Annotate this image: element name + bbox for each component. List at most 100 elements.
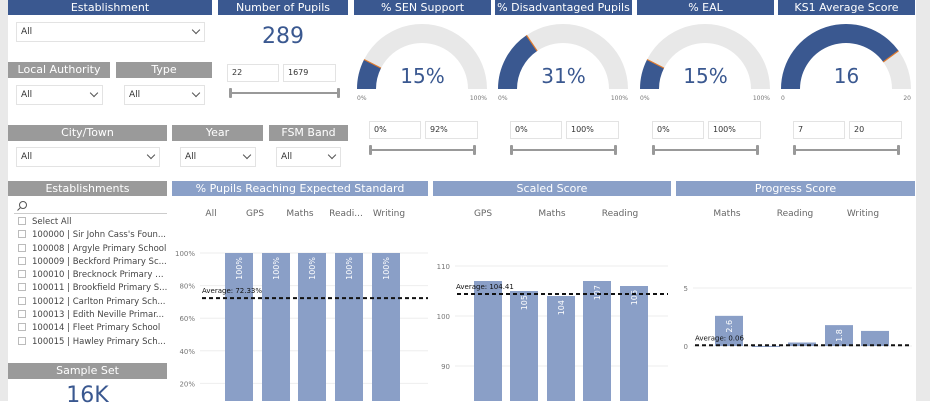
list-item[interactable]: 100000 | Sir John Cass's Foun... [18,229,168,242]
bar[interactable] [298,253,326,401]
slider-handle-max[interactable] [897,145,900,155]
range-max-input[interactable]: 100% [708,121,761,139]
checkbox[interactable] [18,256,26,265]
bar[interactable] [788,342,816,346]
year-dropdown[interactable]: All [180,147,256,167]
local-authority-header: Local Authority [8,62,110,78]
data-label: 100% [308,257,317,280]
list-item[interactable]: 100012 | Carlton Primary Sch... [18,296,168,309]
range-min-input[interactable]: 7 [793,121,845,139]
pupils-min-input[interactable]: 22 [227,64,279,82]
establishments-search-input[interactable] [14,199,167,214]
list-item[interactable]: 100013 | Edith Neville Primar... [18,309,168,322]
dropdown-value: All [129,90,141,100]
bar[interactable] [861,330,889,346]
slider-handle-max[interactable] [756,145,759,155]
checkbox[interactable] [18,323,26,332]
checkbox[interactable] [18,336,26,345]
y-tick-label: 40% [179,348,195,356]
list-item[interactable]: 100014 | Fleet Primary School [18,322,168,335]
category-tab[interactable]: Maths [538,209,566,219]
slider-handle-min[interactable] [793,145,796,155]
range-min-input[interactable]: 0% [369,121,421,139]
sample-set-header: Sample Set [8,363,167,379]
slider-handle-min[interactable] [229,88,232,98]
list-item[interactable]: Select All [18,216,168,229]
category-tab[interactable]: All [205,209,217,219]
city-dropdown[interactable]: All [16,147,160,167]
list-item[interactable]: 100015 | Hawley Primary Sch... [18,336,168,349]
range-max-input[interactable]: 100% [566,121,619,139]
bar[interactable] [372,253,400,401]
data-label: 106 [630,290,639,305]
fsm-band-dropdown[interactable]: All [276,147,341,167]
range-max-input[interactable]: 92% [425,121,478,139]
slider-handle-max[interactable] [337,88,340,98]
type-dropdown[interactable]: All [124,85,205,105]
checkbox[interactable] [18,230,26,239]
slider-handle-max[interactable] [473,145,476,155]
bar[interactable] [510,291,538,401]
slider-handle-min[interactable] [369,145,372,155]
pupils-header: Number of Pupils [218,0,348,15]
category-tab[interactable]: GPS [473,209,493,219]
category-tab[interactable]: Maths [713,209,741,219]
y-tick-label: 110 [437,263,450,271]
category-tab[interactable]: Writing [372,209,406,219]
category-tab[interactable]: GPS [245,209,265,219]
establishment-header: Establishment [8,0,212,15]
checkbox[interactable] [18,243,26,252]
pupils-range-slider[interactable] [229,88,340,98]
range-slider[interactable] [369,145,476,155]
establishments-list[interactable]: Select All 100000 | Sir John Cass's Foun.… [18,216,168,355]
list-item[interactable]: 100009 | Beckford Primary Sc... [18,256,168,269]
dropdown-value: All [21,90,33,100]
bar[interactable] [583,281,611,401]
data-label: 107 [593,285,602,300]
type-header: Type [116,62,212,78]
checkbox[interactable] [18,270,26,279]
range-slider[interactable] [652,145,759,155]
range-slider[interactable] [510,145,617,155]
bar[interactable] [547,296,575,401]
bar[interactable] [825,325,853,346]
y-tick-label: 20% [179,380,195,388]
pupils-max-input[interactable]: 1679 [283,64,336,82]
category-tab[interactable]: Reading [601,209,639,219]
right-scrollbar-area[interactable] [916,0,930,401]
checkbox[interactable] [18,217,26,225]
average-label: Average: 72.33% [202,287,262,295]
bar[interactable] [335,253,363,401]
local-authority-dropdown[interactable]: All [16,85,103,105]
list-item[interactable]: 100008 | Argyle Primary School [18,243,168,256]
gauge-header: % Disadvantaged Pupils [495,0,632,15]
list-item[interactable]: 100010 | Brecknock Primary S... [18,269,168,282]
list-item[interactable]: 100011 | Brookfield Primary S... [18,282,168,295]
bar[interactable] [225,253,253,401]
category-tab[interactable]: Maths [286,209,314,219]
search-icon [17,201,27,211]
bar[interactable] [474,281,502,401]
data-label: 100% [272,257,281,280]
category-tab[interactable]: Reading [776,209,814,219]
bar[interactable] [620,286,648,401]
checkbox[interactable] [18,296,26,305]
slider-handle-max[interactable] [614,145,617,155]
data-label: 105 [520,295,529,310]
range-slider[interactable] [793,145,900,155]
category-tab[interactable]: Readi... [329,209,363,219]
checkbox[interactable] [18,283,26,292]
range-max-input[interactable]: 20 [849,121,902,139]
gauge-value: 31% [541,64,586,88]
bar[interactable] [715,315,743,346]
establishment-dropdown[interactable]: All [16,22,205,42]
range-min-input[interactable]: 0% [510,121,562,139]
category-tab[interactable]: Writing [846,209,880,219]
bar[interactable] [262,253,290,401]
range-min-input[interactable]: 0% [652,121,704,139]
y-tick-label: 80% [179,283,195,291]
slider-handle-min[interactable] [652,145,655,155]
checkbox[interactable] [18,310,26,319]
slider-handle-min[interactable] [510,145,513,155]
bar[interactable] [752,346,780,347]
